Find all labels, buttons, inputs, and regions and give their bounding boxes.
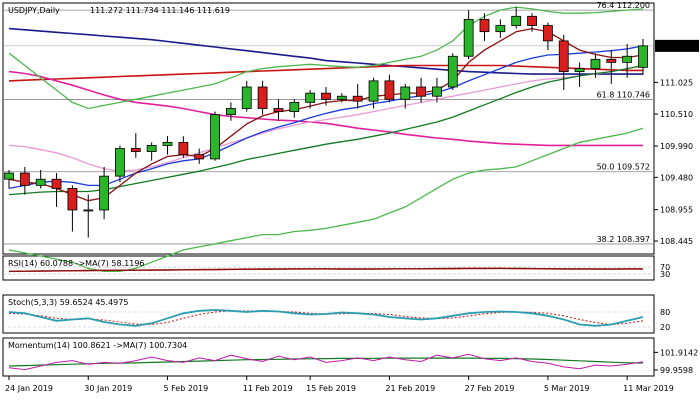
moving-averages [8,6,644,273]
candle-body [99,175,109,211]
x-tick-label: 27 Feb 2019 [465,384,515,393]
candle-body [527,15,537,26]
candle-body [130,148,141,152]
candle-body [384,80,395,100]
candle-body [336,95,347,100]
x-tick-label: 5 Mar 2019 [544,384,590,393]
candle-body [574,68,585,73]
axes: 111.025 110.510 109.990 109.480 108.955 108.4… [5,39,699,393]
candle-body [4,172,14,180]
candle-body [368,80,379,102]
candle-body [511,15,522,26]
candle-body [352,95,363,102]
chart-ohlc: 111.272 111.734 111.146 111.619 [90,6,230,15]
stoch-level-label: 80 [660,308,670,317]
rsi-level-label: 30 [660,270,670,279]
fib-label: 61.8 110.746 [597,91,650,100]
candle-body [19,172,30,186]
candle-body [638,45,648,68]
rsi-line [8,267,643,273]
ma-line [8,127,644,273]
stoch-label: Stoch(5,3,3) 59.6524 45.4975 [8,298,128,307]
candle-body [416,86,427,97]
candle-body [321,92,331,100]
ma-line [8,27,643,75]
price-tick-label: 110.510 [660,110,693,119]
x-tick-label: 24 Jan 2019 [5,384,53,393]
fib-label: 50.0 109.572 [597,163,650,172]
ma-line [8,6,644,110]
candle-body [495,25,506,33]
current-price-label: 111.619 [658,42,695,51]
candle-body [606,58,617,63]
ma-line [8,64,644,172]
candle-body [273,108,284,112]
candle-body [35,178,46,186]
candle-body [305,92,316,103]
candle-body [194,154,205,160]
chart-symbol: USDJPY,Daily [8,6,60,15]
candle-body [479,18,490,33]
price-tick-label: 108.955 [660,206,693,215]
candle-body [115,148,125,177]
momentum-tick-label: 101.9142 [660,348,698,357]
stoch-level-label: 20 [660,323,670,332]
price-tick-label: 109.480 [660,173,693,182]
ma-line [8,45,644,190]
momentum-line [8,353,644,371]
x-tick-label: 21 Feb 2019 [385,384,435,393]
candle-body [241,86,252,109]
momentum-label: Momentum(14) 100.8621 ->MA(7) 100.7304 [8,341,187,350]
candle-body [543,25,553,42]
ma-line [8,64,643,82]
candle-body [257,86,268,109]
candle-body [83,209,94,212]
x-tick-label: 30 Jan 2019 [84,384,132,393]
momentum-panel [2,337,655,377]
candle-body [432,86,442,97]
fib-label: 76.4 112.200 [597,1,650,10]
rsi-panel [2,255,655,281]
price-panel [2,2,655,255]
candle-body [590,58,601,69]
candle-body [225,108,236,116]
current-price-box [655,39,699,52]
candlesticks [4,7,648,238]
candle-body [622,55,633,63]
candle-body [289,101,300,112]
x-tick-label: 15 Feb 2019 [306,384,356,393]
candle-body [67,188,78,211]
fib-label: 38.2 108.397 [597,235,650,244]
x-tick-label: 5 Feb 2019 [164,384,209,393]
stoch-line [8,309,644,327]
candle-body [51,178,62,189]
price-tick-label: 108.445 [660,237,693,246]
indicator-lines [3,266,654,371]
candle-body [447,55,458,88]
candle-body [146,145,157,152]
rsi-level-label: 70 [660,263,670,272]
ma-line [8,70,643,147]
x-tick-label: 11 Feb 2019 [243,384,293,393]
price-tick-label: 109.990 [660,142,693,151]
candle-body [400,86,411,100]
ma-line [8,64,644,196]
x-tick-label: 11 Mar 2019 [623,384,674,393]
candle-body [162,141,173,146]
candle-body [210,114,220,160]
candle-body [463,18,474,57]
rsi-label: RSI(14) 60.0788 ->MA(7) 58.1196 [8,259,145,268]
candle-body [558,40,569,73]
candle-body [178,141,189,156]
momentum-tick-label: 99.9598 [660,366,693,375]
price-tick-label: 111.025 [660,78,693,87]
